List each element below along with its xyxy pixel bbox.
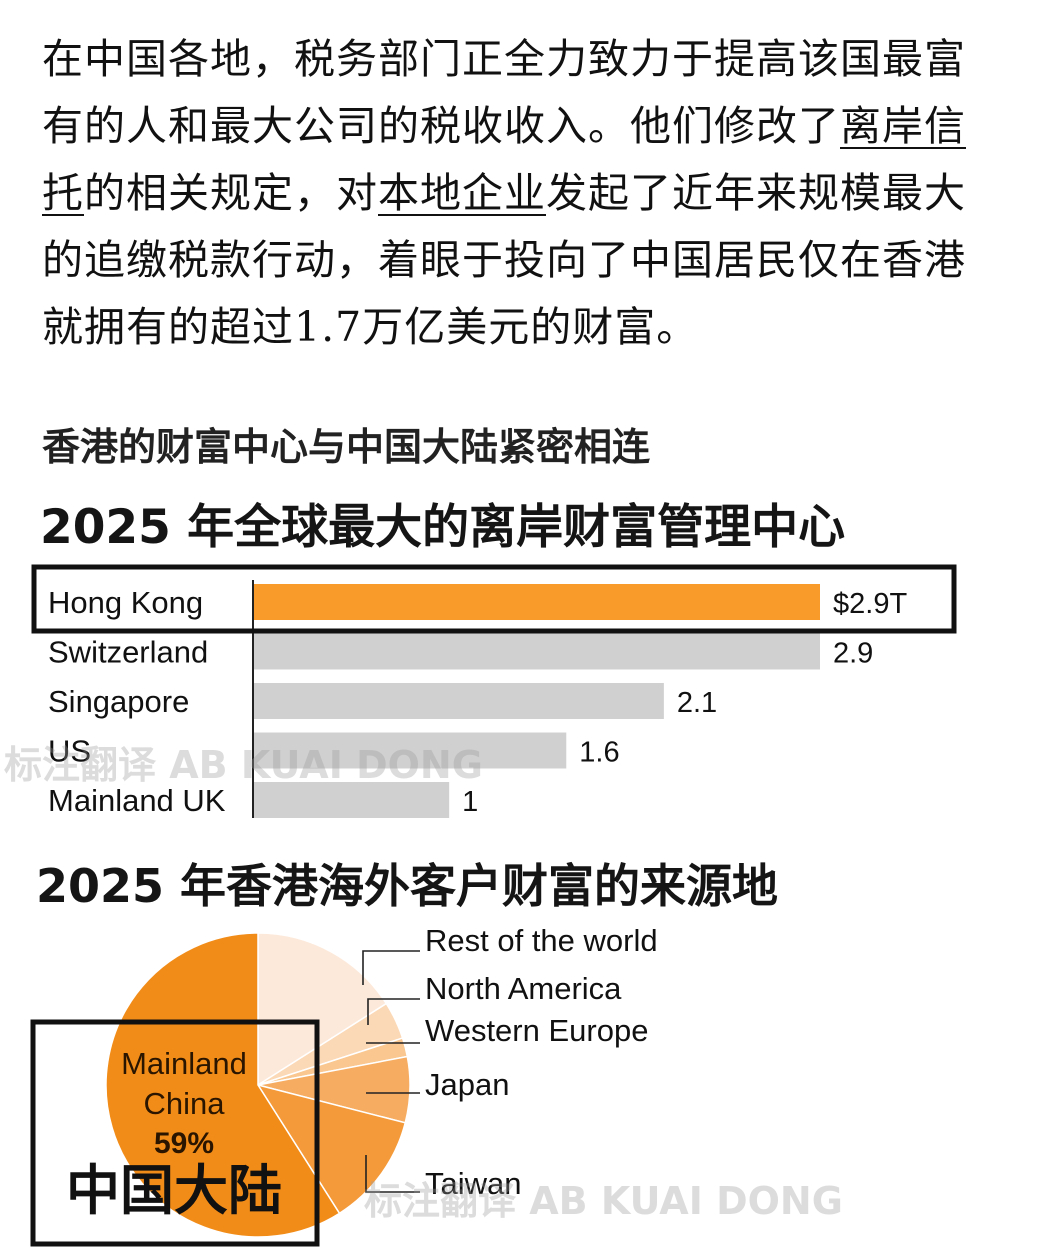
watermark-text: 标注翻译 AB KUAI DONG [4, 743, 483, 787]
pie-legend-label: Taiwan [425, 1166, 522, 1201]
bar-chart-title: 2025 年全球最大的离岸财富管理中心 [40, 500, 846, 555]
bar-value-label: 1 [462, 786, 478, 818]
bar-value-label: 1.6 [579, 737, 619, 769]
pie-leader-line [367, 998, 420, 1025]
bar-switzerland [254, 633, 820, 670]
pie-slice-mainland-china [105, 932, 341, 1238]
pie-slice-taiwan [256, 1083, 407, 1215]
mainland-china-highlight-frame [30, 1019, 320, 1247]
bar-category-label: Mainland UK [48, 783, 226, 818]
pie-inner-percent: 59% [154, 1127, 214, 1160]
article-paragraph: 在中国各地，税务部门正全力致力于提高该国最富有的人和最大公司的税收收入。他们修改… [42, 26, 992, 361]
pie-leader-line [365, 1155, 420, 1193]
offshore-trust-link[interactable]: 离岸信托 [42, 102, 966, 217]
pie-chart: Rest of the world North America Western Eu… [30, 923, 658, 1247]
pie-inner-label: China [144, 1086, 226, 1121]
bar-value-label: 2.1 [677, 687, 717, 719]
watermark-text: 标注翻译 AB KUAI DONG [364, 1179, 843, 1223]
local-business-link[interactable]: 本地企业 [378, 169, 546, 217]
pie-inner-label: Mainland [121, 1046, 247, 1081]
bar-us [254, 732, 567, 769]
pie-legend-label: Rest of the world [425, 923, 658, 958]
pie-inner-chinese-label: 中国大陆 [66, 1159, 282, 1222]
article-text-1: 在中国各地，税务部门正全力致力于提高该国最富有的人和最大公司的税收收入。他们修改… [42, 35, 966, 150]
bar-category-label: Switzerland [48, 635, 208, 670]
pie-legend-label: North America [425, 971, 622, 1006]
bar-category-label: Hong Kong [48, 585, 203, 620]
watermarks: 标注翻译 AB KUAI DONG 标注翻译 AB KUAI DONG [4, 743, 843, 1223]
pie-legend-label: Western Europe [425, 1013, 648, 1048]
pie-chart-title: 2025 年香港海外客户财富的来源地 [36, 859, 779, 913]
bar-category-label: Singapore [48, 684, 189, 719]
bar-value-label: $2.9T [833, 588, 907, 620]
bar-chart: Hong Kong $2.9T Switzerland 2.9 Singapore 2.1… [31, 564, 957, 818]
bar-hong-kong [254, 584, 820, 620]
pie-leader-line [362, 950, 420, 985]
bar-category-label: US [48, 734, 91, 769]
pie-slice-rest-of-the-world [257, 932, 388, 1087]
pie-legend-label: Japan [425, 1067, 509, 1102]
bar-value-label: 2.9 [833, 638, 873, 670]
chart-subtitle: 香港的财富中心与中国大陆紧密相连 [42, 425, 651, 469]
bar-mainland-uk [254, 782, 450, 818]
bar-singapore [254, 683, 664, 719]
article-text-3: 发起了近年来规模最大的追缴税款行动，着眼于投向了中国居民仅在香港就拥有的超过1.… [42, 169, 966, 351]
article-text-2: 的相关规定，对 [84, 169, 378, 217]
hong-kong-highlight-frame [31, 564, 957, 634]
